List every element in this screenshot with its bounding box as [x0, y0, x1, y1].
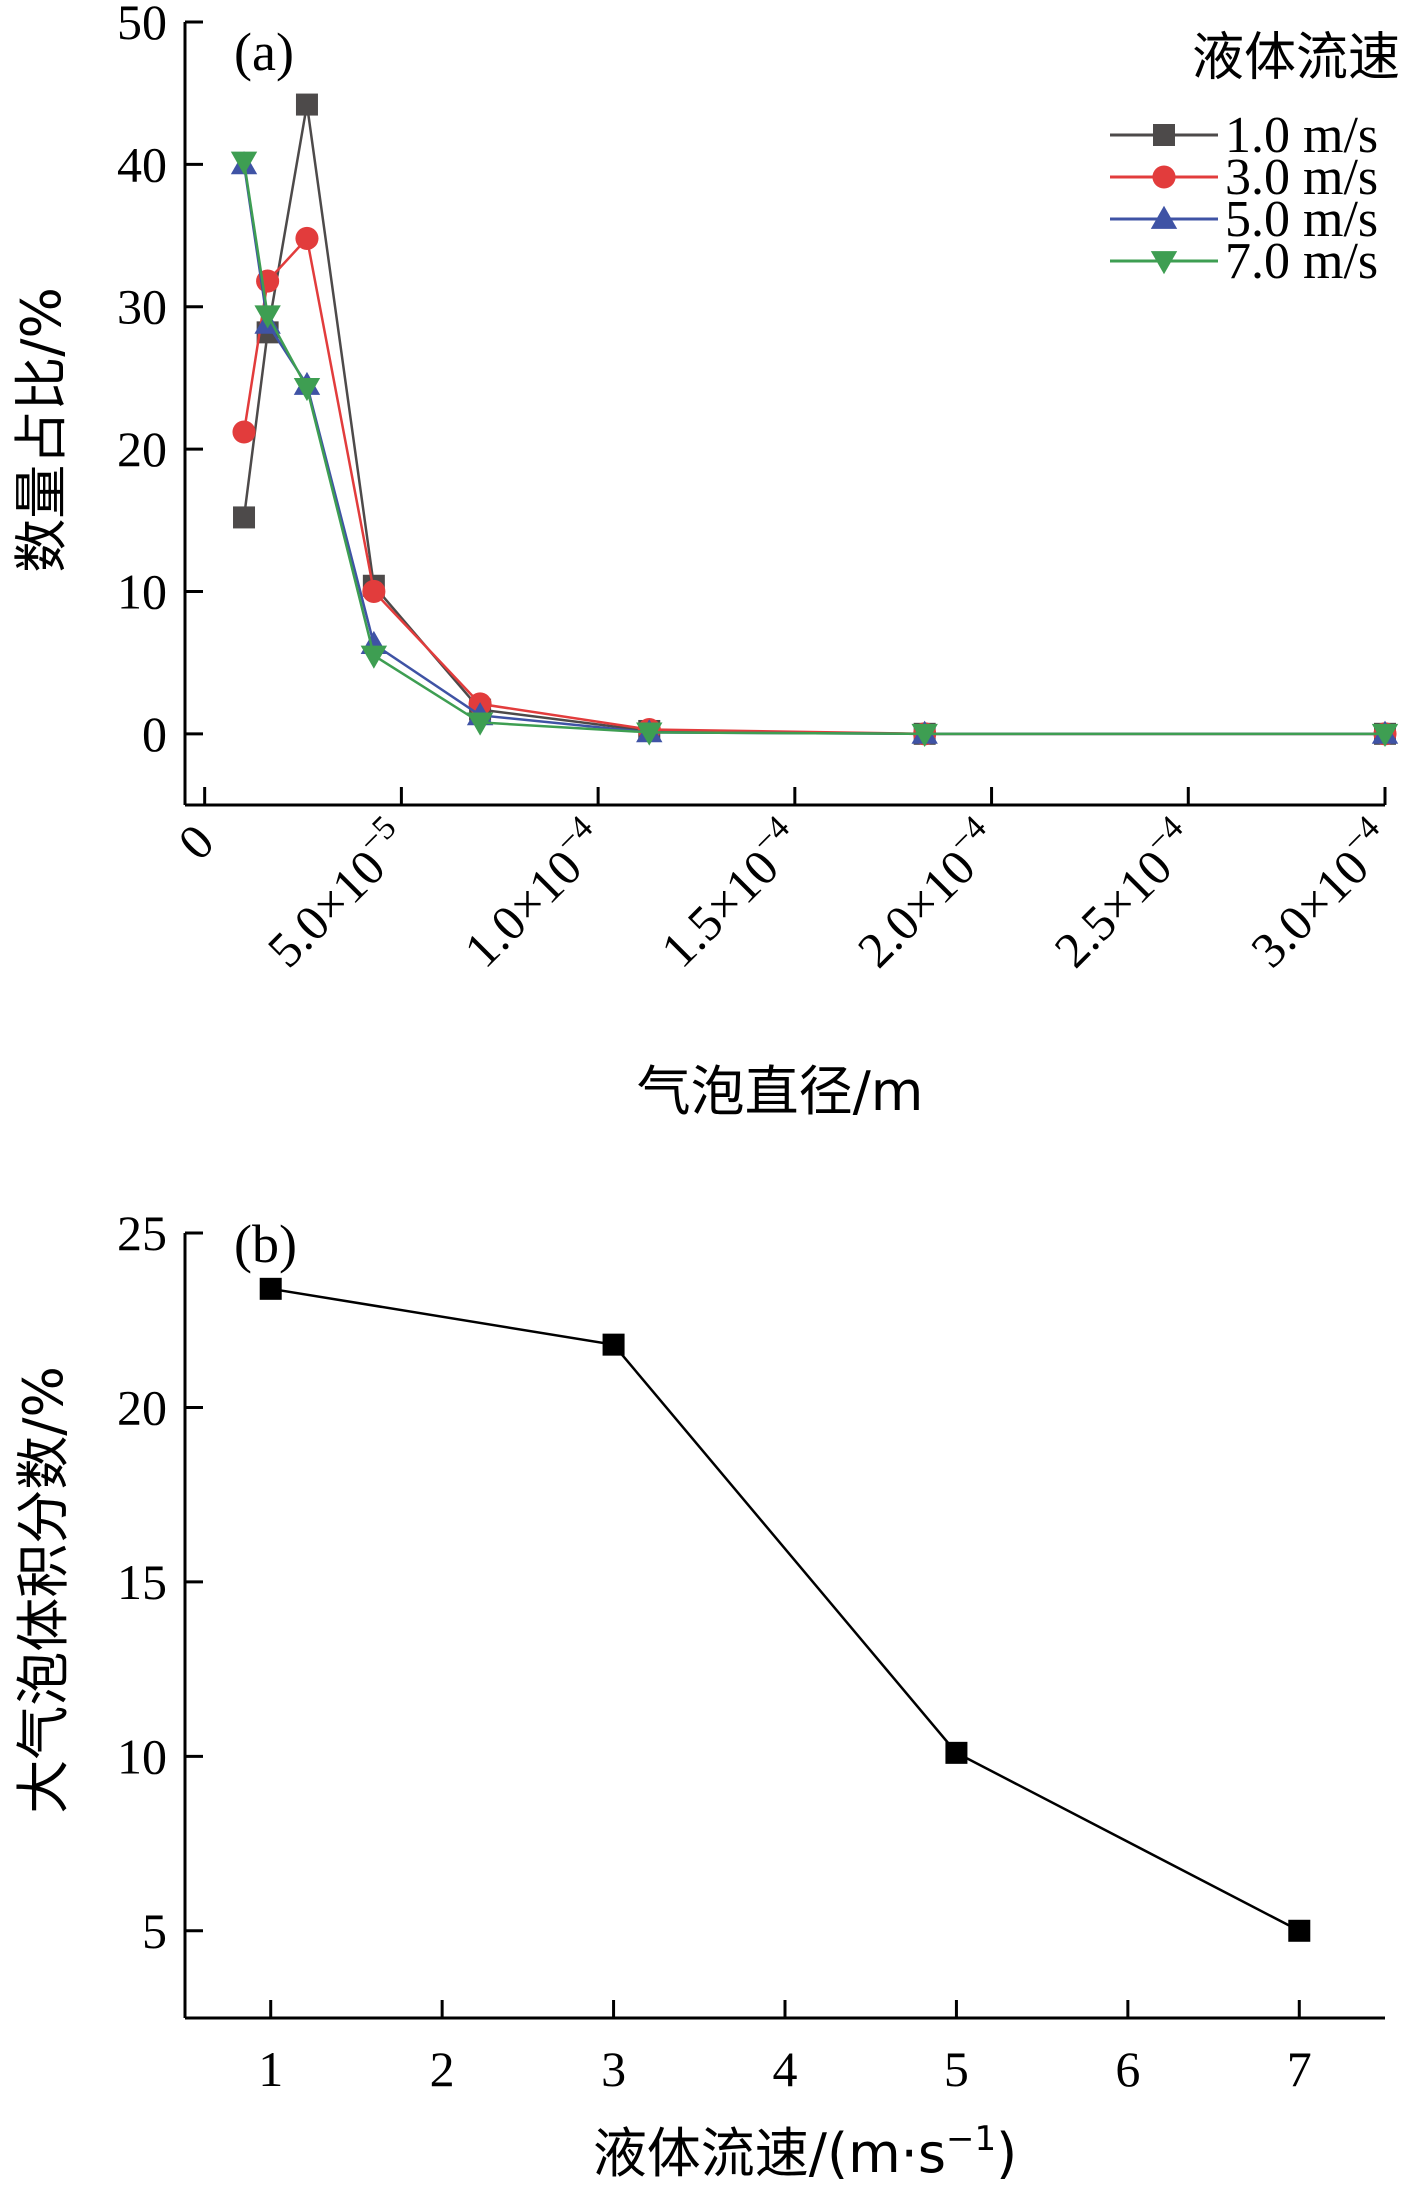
- data-point-s4-7: [911, 723, 938, 748]
- x-tick-label: 0: [167, 813, 224, 870]
- panel-b-ticks: 5 10 15 20 25 1 2 3 4 5 6 7: [117, 1205, 1312, 2097]
- panel-a-ticks: 0 10 20 30 40 50 0 5.0×10−51.0×10−41.5×10−42.0×…: [117, 0, 1405, 978]
- y-tick-label: 5: [142, 1903, 167, 1959]
- y-tick-label: 40: [117, 136, 167, 192]
- data-point-s4-1: [230, 151, 258, 175]
- x-tick-label: 2: [430, 2041, 455, 2097]
- y-tick-label: 0: [142, 706, 167, 762]
- panel-b-series: [259, 1277, 1311, 1942]
- data-point-s4-5: [466, 712, 494, 736]
- panel-b-chart: (b) 5 10 15 20 25 1 2 3 4 5 6 7 液体流速/(m·s−1) 大气泡体积分…: [12, 1205, 1385, 2185]
- panel-a-label: (a): [234, 22, 294, 82]
- y-tick-label: 20: [117, 421, 167, 477]
- x-tick-label: 7: [1287, 2041, 1312, 2097]
- data-point-4: [1288, 1919, 1311, 1942]
- panel-a-x-axis-title: 气泡直径/m: [637, 1060, 924, 1123]
- series-line-4: [242, 161, 1385, 736]
- x-tick-label: 3: [601, 2041, 626, 2097]
- x-tick-label: 2.0×10−4: [842, 809, 1011, 978]
- data-point-s2-4: [362, 579, 386, 604]
- panel-a-series: [230, 93, 1399, 748]
- x-tick-label: 5: [944, 2041, 969, 2097]
- panel-b-label: (b): [234, 1214, 297, 1274]
- data-point-2: [602, 1333, 625, 1356]
- x-tick-label: 5.0×10−5: [252, 809, 421, 978]
- legend-marker: [1150, 251, 1178, 275]
- y-tick-label: 25: [117, 1205, 167, 1261]
- y-tick-label: 10: [117, 1728, 167, 1784]
- data-point-s4-8: [1371, 723, 1399, 748]
- panel-b-axes: [183, 1233, 1385, 2020]
- panel-a-y-axis-title: 数量占比/%: [10, 287, 73, 573]
- legend-marker: [1150, 205, 1178, 229]
- panel-a-chart: (a) 0 10 20 30 40 50 0 5.0×10−51.0×10−41.5×10−4…: [10, 0, 1405, 1123]
- data-point-s4-6: [636, 722, 663, 746]
- series-line-1: [242, 104, 1385, 736]
- legend-entry: 5.0 m/s: [1225, 191, 1378, 248]
- series-line-2: [242, 235, 1385, 736]
- legend-entry: 3.0 m/s: [1225, 149, 1378, 206]
- x-tick-label: 1: [258, 2041, 283, 2097]
- x-tick-label: 3.0×10−4: [1236, 809, 1405, 978]
- data-point-s4-4: [360, 645, 388, 669]
- panel-b-x-axis-title: 液体流速/(m·s−1): [593, 2119, 1017, 2185]
- x-tick-label: 1.0×10−4: [449, 809, 618, 978]
- y-tick-label: 20: [117, 1379, 167, 1435]
- data-point-s4-3: [293, 377, 321, 402]
- series-line-3: [242, 164, 1385, 736]
- legend-marker: [1152, 165, 1176, 189]
- x-tick-label: 4: [773, 2041, 798, 2097]
- y-tick-label: 30: [117, 279, 167, 335]
- data-point-3: [945, 1741, 968, 1764]
- legend-marker: [1153, 124, 1175, 146]
- legend-entry: 7.0 m/s: [1225, 233, 1378, 290]
- data-point-s4-2: [254, 305, 281, 329]
- legend-title: 液体流速: [1192, 28, 1400, 88]
- y-tick-label: 10: [117, 563, 167, 619]
- series-line: [270, 1287, 1300, 1932]
- panel-b-y-axis-title: 大气泡体积分数/%: [12, 1366, 75, 1814]
- data-point-s2-3: [295, 226, 319, 250]
- data-point-1: [259, 1277, 282, 1300]
- data-point-s1-3: [295, 93, 318, 116]
- y-tick-label: 15: [117, 1554, 167, 1610]
- data-point-s2-1: [232, 420, 256, 444]
- x-tick-label: 2.5×10−4: [1039, 809, 1208, 978]
- legend-entry: 1.0 m/s: [1225, 107, 1378, 164]
- x-tick-label: 6: [1115, 2041, 1140, 2097]
- panel-a-legend: 液体流速 1.0 m/s3.0 m/s5.0 m/s7.0 m/s: [1110, 28, 1400, 290]
- panel-a-axes: [183, 22, 1385, 807]
- data-point-s1-1: [233, 506, 256, 529]
- y-tick-label: 50: [117, 0, 167, 50]
- x-tick-label: 1.5×10−4: [646, 809, 815, 978]
